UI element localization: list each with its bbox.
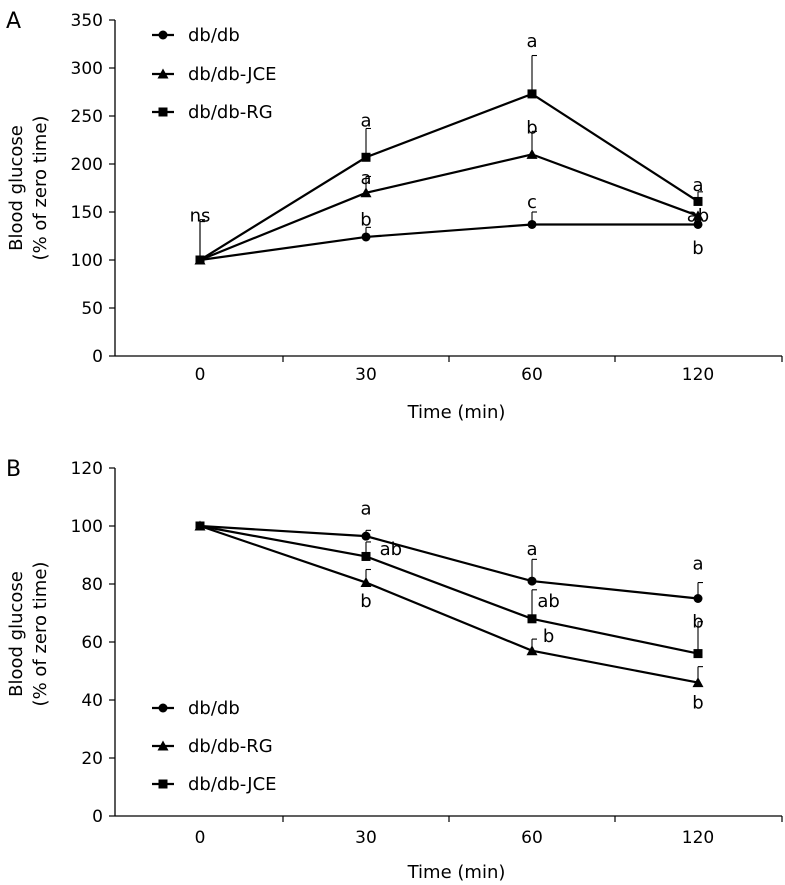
legend-entry: db/db-RG	[188, 102, 273, 123]
y-tick-label: 300	[71, 59, 103, 79]
panel-label: B	[6, 457, 21, 482]
series-line	[199, 524, 699, 655]
x-axis-title: Time (min)	[407, 402, 506, 423]
data-point	[693, 219, 703, 229]
data-point	[361, 531, 371, 541]
series-line	[199, 524, 699, 684]
y-tick-label: 80	[81, 575, 103, 595]
x-tick-label: 60	[521, 828, 543, 848]
y-tick-label: 0	[92, 347, 103, 367]
y-tick-label: 40	[81, 691, 103, 711]
x-tick-label: 30	[355, 828, 377, 848]
data-point	[527, 219, 537, 229]
data-point	[527, 614, 537, 624]
y-axis-title-line1: Blood glucose	[6, 125, 27, 251]
significance-label: b	[526, 117, 537, 138]
significance-label: c	[527, 192, 537, 213]
legend-marker	[158, 107, 168, 117]
data-point	[692, 210, 704, 221]
y-tick-label: 120	[71, 459, 103, 479]
data-point	[361, 152, 371, 162]
legend-marker	[157, 740, 169, 751]
legend-entry: db/db-JCE	[188, 774, 277, 795]
series-db-db-rg	[195, 54, 703, 265]
y-tick-label: 100	[71, 517, 103, 537]
y-axis-title-line1: Blood glucose	[6, 571, 27, 697]
y-tick-label: 100	[71, 251, 103, 271]
significance-label: b	[360, 209, 371, 230]
legend-marker	[157, 68, 169, 79]
x-axis-title: Time (min)	[407, 862, 506, 883]
x-tick-label: 0	[195, 828, 206, 848]
significance-label: ab	[687, 206, 709, 227]
y-axis-title-line2: (% of zero time)	[30, 562, 51, 707]
y-tick-label: 20	[81, 749, 103, 769]
x-tick-label: 0	[195, 365, 206, 385]
significance-label: a	[526, 539, 537, 560]
legend-marker	[158, 30, 168, 40]
data-point	[361, 232, 371, 242]
series-db-db-rg	[194, 520, 704, 688]
y-tick-label: 0	[92, 807, 103, 827]
significance-label: ab	[380, 539, 402, 560]
significance-label: a	[692, 175, 703, 196]
significance-label: a	[360, 498, 371, 519]
y-tick-label: 60	[81, 633, 103, 653]
significance-label: a	[692, 554, 703, 575]
significance-label: ab	[537, 591, 559, 612]
x-tick-label: 60	[521, 365, 543, 385]
data-point	[693, 196, 703, 206]
data-point	[361, 551, 371, 561]
legend-marker	[158, 779, 168, 789]
significance-label: b	[360, 591, 371, 612]
series-db-db-jce	[194, 130, 704, 265]
y-tick-label: 50	[81, 299, 103, 319]
legend-marker	[158, 703, 168, 713]
data-point	[527, 89, 537, 99]
legend-entry: db/db	[188, 25, 240, 46]
legend: db/db db/db-RG db/db-JCE	[152, 698, 277, 795]
data-point	[526, 645, 538, 656]
legend-entry: db/db-RG	[188, 736, 273, 757]
legend: db/db db/db-JCE db/db-RG	[152, 25, 277, 123]
chart-panel-a: A 0 50 100 150 200 250 300 350 0 30 60 120 Time (min)…	[6, 9, 783, 423]
series-line	[199, 223, 698, 262]
series-line	[199, 153, 699, 262]
significance-label: ns	[190, 206, 211, 227]
y-tick-label: 200	[71, 155, 103, 175]
data-point	[692, 677, 704, 688]
significance-label: a	[526, 31, 537, 52]
data-point	[360, 187, 372, 198]
significance-label: b	[543, 626, 554, 647]
data-point	[195, 255, 205, 265]
significance-label: b	[692, 238, 703, 259]
data-point	[527, 576, 537, 586]
panel-label: A	[6, 9, 21, 34]
data-point	[360, 577, 372, 588]
legend-entry: db/db	[188, 698, 240, 719]
chart-panel-b: B 0 20 40 60 80 100 120 0 30 60 120 Time (min) Blood …	[6, 457, 783, 883]
x-tick-label: 120	[682, 365, 714, 385]
series-db-db	[195, 211, 703, 265]
legend-entry: db/db-JCE	[188, 64, 277, 85]
data-point	[526, 148, 538, 159]
series-line	[199, 92, 699, 261]
data-point	[195, 521, 205, 531]
series-line	[199, 524, 699, 600]
y-tick-label: 350	[71, 11, 103, 31]
significance-label: b	[692, 612, 703, 633]
significance-label: a	[360, 168, 371, 189]
x-tick-label: 120	[682, 828, 714, 848]
x-tick-label: 30	[355, 365, 377, 385]
y-tick-label: 250	[71, 107, 103, 127]
significance-label: b	[692, 693, 703, 714]
series-db-db-jce	[195, 521, 703, 659]
y-tick-label: 150	[71, 203, 103, 223]
series-db-db	[195, 521, 703, 603]
significance-label: a	[360, 111, 371, 132]
data-point	[693, 649, 703, 659]
data-point	[693, 594, 703, 603]
y-axis-title-line2: (% of zero time)	[30, 116, 51, 261]
